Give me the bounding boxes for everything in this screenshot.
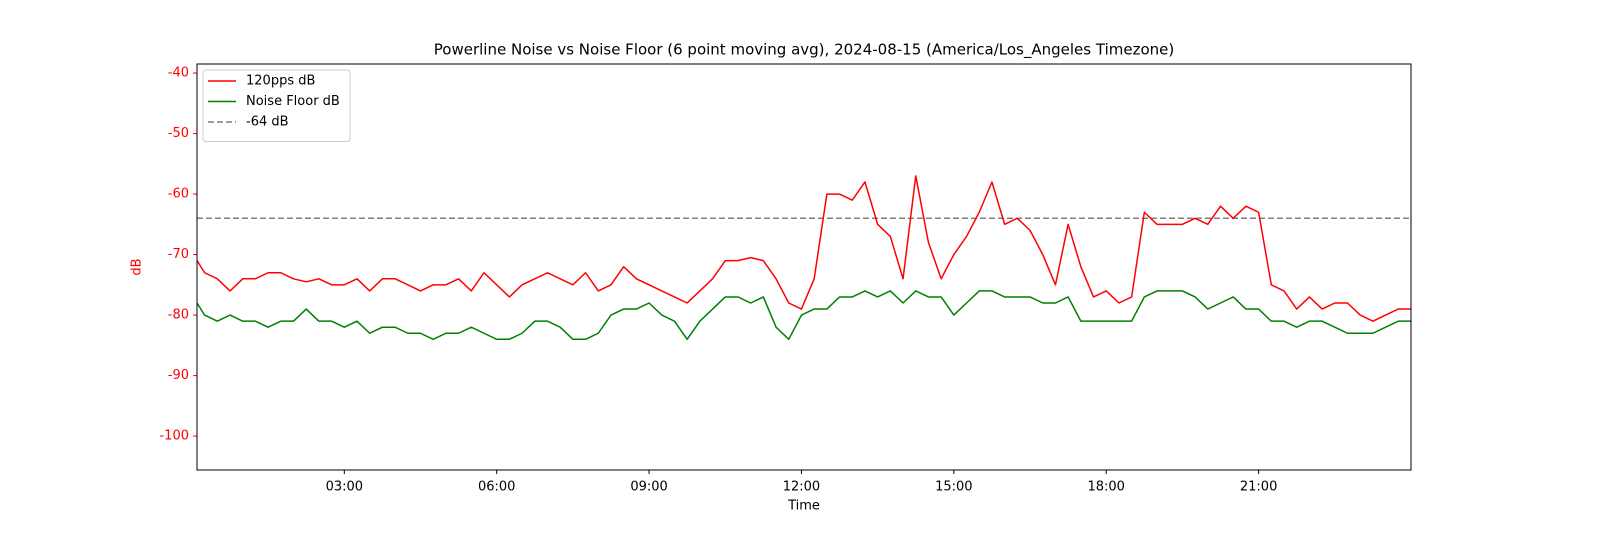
x-tick-label: 15:00 <box>935 480 972 495</box>
series-line <box>196 175 1411 322</box>
y-tick-label: -60 <box>168 187 189 202</box>
x-tick-label: 09:00 <box>630 480 667 495</box>
chart-title: Powerline Noise vs Noise Floor (6 point … <box>434 41 1174 60</box>
y-tick-label: -80 <box>168 308 189 323</box>
x-axis-label: Time <box>787 499 820 514</box>
y-tick-label: -50 <box>168 126 189 141</box>
x-tick-label: 12:00 <box>783 480 820 495</box>
x-tick-label: 06:00 <box>478 480 515 495</box>
x-tick-label: 18:00 <box>1087 480 1124 495</box>
y-tick-label: -100 <box>159 429 189 444</box>
legend-label: 120pps dB <box>246 74 315 89</box>
y-tick-label: -40 <box>168 66 189 81</box>
plot-frame <box>196 63 1412 471</box>
x-tick-label: 03:00 <box>326 480 363 495</box>
x-tick-label: 21:00 <box>1240 480 1277 495</box>
y-tick-label: -70 <box>168 247 189 262</box>
legend-label: -64 dB <box>246 115 289 130</box>
y-axis-label: dB <box>130 258 145 275</box>
legend: 120pps dB Noise Floor dB -64 dB <box>202 69 351 142</box>
legend-label: Noise Floor dB <box>246 94 340 109</box>
legend-box <box>202 69 351 142</box>
y-tick-label: -90 <box>168 368 189 383</box>
series-line <box>196 290 1411 341</box>
